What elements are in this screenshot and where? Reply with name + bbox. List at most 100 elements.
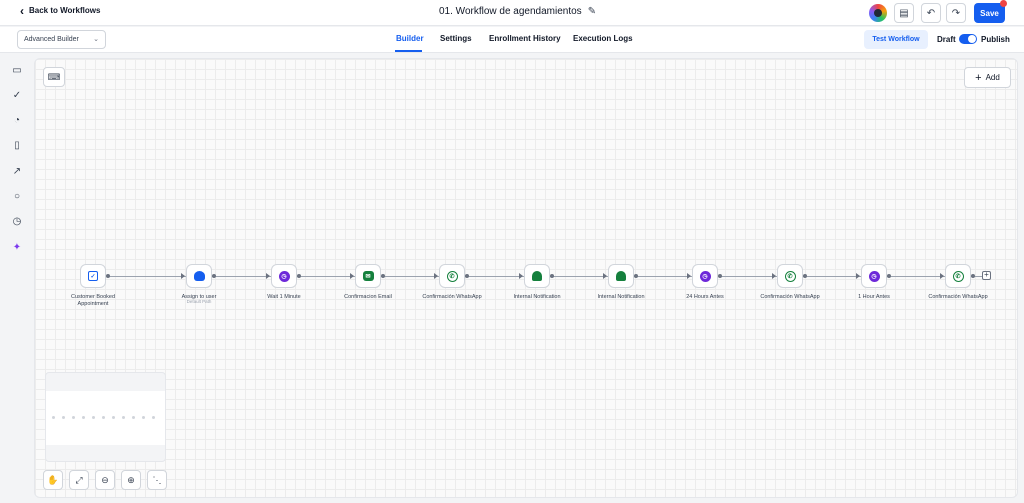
hand-pan-icon[interactable]: ✋: [43, 470, 63, 490]
chat-icon[interactable]: ▭: [12, 64, 22, 76]
minimap-node: [122, 416, 125, 419]
minimap-node: [132, 416, 135, 419]
bell-icon: [616, 271, 626, 281]
node-label-line2: Appointment: [77, 301, 109, 307]
whatsapp-icon: ✆: [446, 270, 458, 282]
tab-builder[interactable]: Builder: [396, 34, 424, 43]
workflow-node-action[interactable]: ✉: [355, 264, 381, 288]
zoom-in-icon[interactable]: ⊕: [121, 470, 141, 490]
pencil-icon[interactable]: ✎: [587, 6, 597, 17]
arrow-in: [856, 273, 860, 279]
tab-execution-logs[interactable]: Execution Logs: [573, 34, 633, 43]
node-sub-label: Default Path: [186, 299, 212, 304]
minimap-node: [142, 416, 145, 419]
node-label: Confirmación WhatsApp: [422, 294, 482, 300]
clock-icon: ◷: [868, 270, 880, 282]
workflow-node-action[interactable]: ✆: [777, 264, 803, 288]
auto-layout-icon[interactable]: ⋱: [147, 470, 167, 490]
clock-icon: ◷: [699, 270, 711, 282]
add-button[interactable]: + Add: [964, 67, 1011, 88]
arrow-in: [434, 273, 438, 279]
connector-dot: [971, 274, 975, 278]
minimap-node: [92, 416, 95, 419]
minimap[interactable]: [45, 372, 166, 462]
builder-mode-value: Advanced Builder: [24, 36, 79, 43]
minimap-node: [152, 416, 155, 419]
workflow-canvas[interactable]: ⌨ + Add ✓ Customer Booked Appointment As…: [34, 58, 1018, 498]
avatar[interactable]: [869, 4, 887, 22]
tab-settings[interactable]: Settings: [440, 34, 472, 43]
clock-icon: ◷: [278, 270, 290, 282]
minimap-node: [102, 416, 105, 419]
workflow-node-action[interactable]: ✆: [945, 264, 971, 288]
publish-label: Publish: [981, 35, 1010, 44]
connector-dot: [106, 274, 110, 278]
zoom-out-icon[interactable]: ⊖: [95, 470, 115, 490]
bell-icon: [532, 271, 542, 281]
connector-dot: [550, 274, 554, 278]
tab-enrollment-history[interactable]: Enrollment History: [489, 34, 561, 43]
node-label: Wait 1 Minute: [267, 294, 301, 300]
builder-mode-select[interactable]: Advanced Builder ⌄: [17, 30, 106, 49]
external-link-icon[interactable]: ↗: [12, 165, 22, 177]
arrow-in: [603, 273, 607, 279]
node-label: Assign to user: [181, 294, 217, 300]
workflow-node-action[interactable]: ◷: [271, 264, 297, 288]
workflow-node-action[interactable]: ✆: [439, 264, 465, 288]
keyboard-icon[interactable]: ⌨: [43, 67, 65, 87]
workflow-node-trigger[interactable]: ✓: [80, 264, 106, 288]
save-button[interactable]: Save: [974, 3, 1005, 23]
pie-chart-icon[interactable]: ◔: [13, 114, 21, 126]
calendar-check-icon: ✓: [88, 271, 98, 281]
arrow-in: [350, 273, 354, 279]
file-icon[interactable]: ▯: [14, 139, 20, 151]
add-step-plus-icon[interactable]: +: [982, 271, 991, 280]
undo-icon[interactable]: ↶: [921, 3, 941, 23]
workflow-node-action[interactable]: [186, 264, 212, 288]
check-circle-icon[interactable]: ✓: [12, 89, 22, 101]
workflow-node-action[interactable]: [524, 264, 550, 288]
node-label: Internal Notification: [597, 294, 645, 300]
connector-dot: [212, 274, 216, 278]
test-workflow-button[interactable]: Test Workflow: [864, 30, 928, 49]
active-tab-indicator: [395, 50, 422, 52]
minimap-node: [82, 416, 85, 419]
workflow-node-action[interactable]: ◷: [861, 264, 887, 288]
connector-dot: [803, 274, 807, 278]
arrow-in: [266, 273, 270, 279]
connector-dot: [465, 274, 469, 278]
minimap-node: [112, 416, 115, 419]
unsaved-indicator: [1000, 0, 1007, 7]
clipboard-icon[interactable]: ▤: [894, 3, 914, 23]
node-label: Confirmacion Email: [344, 294, 392, 300]
history-icon[interactable]: ◷: [12, 215, 22, 227]
left-rail: ▭ ✓ ◔ ▯ ↗ ○ ◷ ✦: [0, 54, 34, 503]
connector-dot: [297, 274, 301, 278]
back-to-workflows-link[interactable]: ‹ Back to Workflows: [20, 3, 101, 18]
chevron-left-icon: ‹: [20, 3, 24, 18]
node-label: 1 Hour Antes: [858, 294, 890, 300]
workflow-node-action[interactable]: ◷: [692, 264, 718, 288]
whatsapp-icon: ✆: [784, 270, 796, 282]
workflow-title[interactable]: 01. Workflow de agendamientos ✎: [439, 6, 596, 17]
workflow-node-action[interactable]: [608, 264, 634, 288]
publish-toggle[interactable]: [959, 34, 977, 44]
node-label: Confirmación WhatsApp: [928, 294, 988, 300]
ai-sparkle-icon[interactable]: ✦: [12, 241, 22, 253]
plus-icon: +: [975, 71, 982, 84]
node-label: Customer Booked: [70, 294, 116, 300]
node-label: Internal Notification: [513, 294, 561, 300]
minimap-viewport[interactable]: [46, 391, 165, 445]
arrow-in: [772, 273, 776, 279]
arrow-in: [687, 273, 691, 279]
search-icon[interactable]: ○: [13, 190, 21, 202]
workflow-title-text: 01. Workflow de agendamientos: [439, 6, 582, 17]
node-label: 24 Hours Antes: [686, 294, 724, 300]
chevron-down-icon: ⌄: [93, 36, 99, 43]
user-icon: [193, 271, 205, 281]
minimap-node: [72, 416, 75, 419]
back-label: Back to Workflows: [29, 6, 101, 15]
connector-dot: [634, 274, 638, 278]
fit-view-icon[interactable]: ⤢: [69, 470, 89, 490]
redo-icon[interactable]: ↷: [946, 3, 966, 23]
